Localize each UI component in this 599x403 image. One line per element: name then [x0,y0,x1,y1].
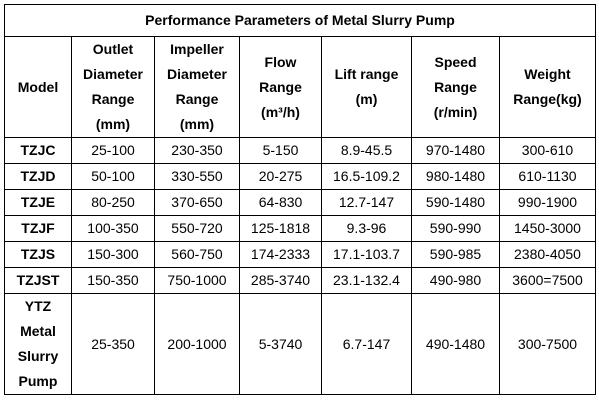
value-cell: 3600=7500 [499,267,596,294]
data-row: TZJST 150-350 750-1000 285-3740 23.1-132.4 49… [4,267,596,294]
model-cell: YTZ Metal Slurry Pump [4,293,72,395]
data-row: TZJE 80-250 370-650 64-830 12.7-147 590-1480 9… [4,189,596,216]
cell-line: Model [17,78,59,95]
value-cell: 9.3-96 [321,215,412,242]
cell-line: Range [91,91,135,107]
cell-line: (m³/h) [261,103,300,120]
value-cell: 200-1000 [154,293,240,395]
cell-line: Outlet [92,41,134,57]
value-cell: 64-830 [239,189,322,216]
value-cell: 490-980 [411,267,500,294]
cell-line: Range [259,78,302,95]
cell-line: (mm) [95,116,131,132]
cell-line: Diameter [83,66,143,82]
value-cell: 1450-3000 [499,215,596,242]
value-cell: 300-7500 [499,293,596,395]
cell-line: Diameter [167,66,227,82]
value-cell: 23.1-132.4 [321,267,412,294]
value-cell: 300-610 [499,137,596,164]
value-cell: 590-985 [411,241,500,268]
value-cell: 590-1480 [411,189,500,216]
cell-line: Slurry [17,348,59,364]
value-cell: 750-1000 [154,267,240,294]
cell-line: Range [175,91,219,107]
value-cell: 125-1818 [239,215,322,242]
table-body: Performance Parameters of Metal Slurry P… [4,4,596,395]
model-cell: TZJS [4,241,72,268]
data-row: TZJS 150-300 560-750 174-2333 17.1-103.7 590-… [4,241,596,268]
cell-line: Flow [264,53,297,70]
column-header: Outlet Diameter Range (mm) [71,36,155,138]
model-cell: TZJC [4,137,72,164]
parameters-table: Performance Parameters of Metal Slurry P… [4,4,596,395]
value-cell: 560-750 [154,241,240,268]
value-cell: 610-1130 [499,163,596,190]
value-cell: 980-1480 [411,163,500,190]
cell-line: Range [434,78,477,95]
column-header: Impeller Diameter Range (mm) [154,36,240,138]
value-cell: 6.7-147 [321,293,412,395]
value-cell: 12.7-147 [321,189,412,216]
value-cell: 50-100 [71,163,155,190]
value-cell: 285-3740 [239,267,322,294]
cell-line: (mm) [179,116,215,132]
cell-line: Range(kg) [513,91,582,107]
value-cell: 2380-4050 [499,241,596,268]
value-cell: 230-350 [154,137,240,164]
cell-line: YTZ [24,298,52,314]
column-header: Weight Range(kg) [499,36,596,138]
data-row: YTZ Metal Slurry Pump 25-350 200-1000 5-3740 6.… [4,293,596,395]
header-row: Model Outlet Diameter Range (mm) Impeller Diam… [4,36,596,138]
cell-line: Speed [434,53,477,70]
title-row: Performance Parameters of Metal Slurry P… [4,4,596,37]
model-cell: TZJST [4,267,72,294]
data-row: TZJF 100-350 550-720 125-1818 9.3-96 590-990 1… [4,215,596,242]
table-title: Performance Parameters of Metal Slurry P… [4,4,596,37]
data-row: TZJD 50-100 330-550 20-275 16.5-109.2 980-148… [4,163,596,190]
cell-line: (r/min) [433,103,478,120]
column-header: Speed Range (r/min) [411,36,500,138]
model-cell: TZJF [4,215,72,242]
value-cell: 150-350 [71,267,155,294]
value-cell: 5-3740 [239,293,322,395]
value-cell: 17.1-103.7 [321,241,412,268]
value-cell: 550-720 [154,215,240,242]
value-cell: 990-1900 [499,189,596,216]
value-cell: 25-100 [71,137,155,164]
value-cell: 80-250 [71,189,155,216]
data-row: TZJC 25-100 230-350 5-150 8.9-45.5 970-1480 30… [4,137,596,164]
cell-line: Pump [18,373,58,389]
cell-line: Lift range [334,66,399,82]
value-cell: 490-1480 [411,293,500,395]
value-cell: 174-2333 [239,241,322,268]
cell-line: Metal [20,323,56,339]
value-cell: 20-275 [239,163,322,190]
value-cell: 370-650 [154,189,240,216]
model-cell: TZJD [4,163,72,190]
model-cell: TZJE [4,189,72,216]
cell-line: Impeller [170,41,224,57]
column-header: Lift range (m) [321,36,412,138]
value-cell: 5-150 [239,137,322,164]
column-header: Flow Range (m³/h) [239,36,322,138]
value-cell: 25-350 [71,293,155,395]
value-cell: 150-300 [71,241,155,268]
value-cell: 330-550 [154,163,240,190]
value-cell: 100-350 [71,215,155,242]
value-cell: 8.9-45.5 [321,137,412,164]
value-cell: 970-1480 [411,137,500,164]
cell-line: Weight [524,66,571,82]
cell-line: (m) [355,91,378,107]
value-cell: 590-990 [411,215,500,242]
value-cell: 16.5-109.2 [321,163,412,190]
column-header: Model [4,36,72,138]
